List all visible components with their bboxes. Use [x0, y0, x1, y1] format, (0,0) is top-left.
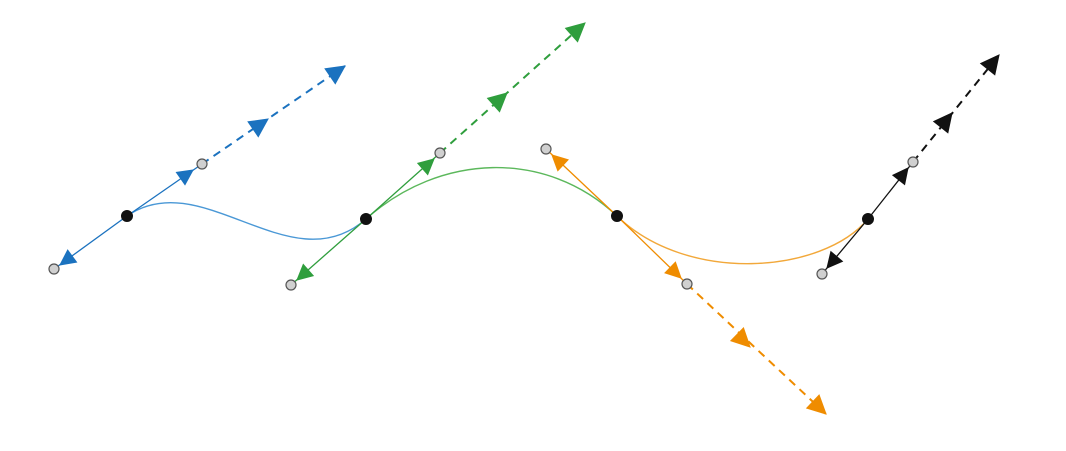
point-2-dashed-extension [439, 22, 586, 154]
point-1-knot [121, 210, 133, 222]
point-1-forward-handle [196, 158, 208, 170]
point-3-end-arrow-icon [805, 394, 827, 415]
point-3-dashed-extension [686, 283, 827, 415]
point-4-dashed-extension [912, 54, 1000, 163]
point-3-forward-arrow-icon [664, 261, 682, 279]
point-3-mid-arrow-icon [729, 327, 751, 348]
point-4-knot [862, 213, 874, 225]
point-1-back-handle [48, 263, 60, 275]
green-segment [365, 166, 618, 220]
point-4-back-handle [816, 268, 828, 280]
point-2-end-arrow-icon [564, 22, 586, 43]
point-2-forward-arrow-icon [416, 158, 435, 176]
point-4-back-arrow-icon [826, 250, 844, 269]
point-1-mid-arrow-icon [247, 118, 269, 138]
orange-segment [616, 215, 869, 265]
point-1-end-arrow-icon [324, 65, 346, 85]
point-4-forward-handle [907, 156, 919, 168]
point-1-back-arrow-icon [59, 249, 78, 266]
point-4-forward-arrow-icon [891, 167, 909, 186]
blue-segment [126, 202, 367, 240]
point-1-forward-arrow-icon [175, 169, 194, 186]
point-3-knot [611, 210, 623, 222]
point-2-forward-handle [434, 147, 446, 159]
point-3-back-handle [540, 143, 552, 155]
point-4-mid-arrow-icon [932, 112, 953, 134]
point-2-knot [360, 213, 372, 225]
point-4-end-arrow-icon [979, 54, 1000, 76]
tangent-layer [53, 22, 1000, 415]
point-2-back-arrow-icon [296, 263, 315, 281]
node-layer [48, 143, 919, 291]
point-3-back-arrow-icon [551, 154, 569, 172]
point-1-dashed-extension [201, 65, 346, 165]
point-2-mid-arrow-icon [486, 92, 508, 113]
curve-layer [126, 166, 869, 265]
point-3-forward-handle [681, 278, 693, 290]
point-2-back-handle [285, 279, 297, 291]
